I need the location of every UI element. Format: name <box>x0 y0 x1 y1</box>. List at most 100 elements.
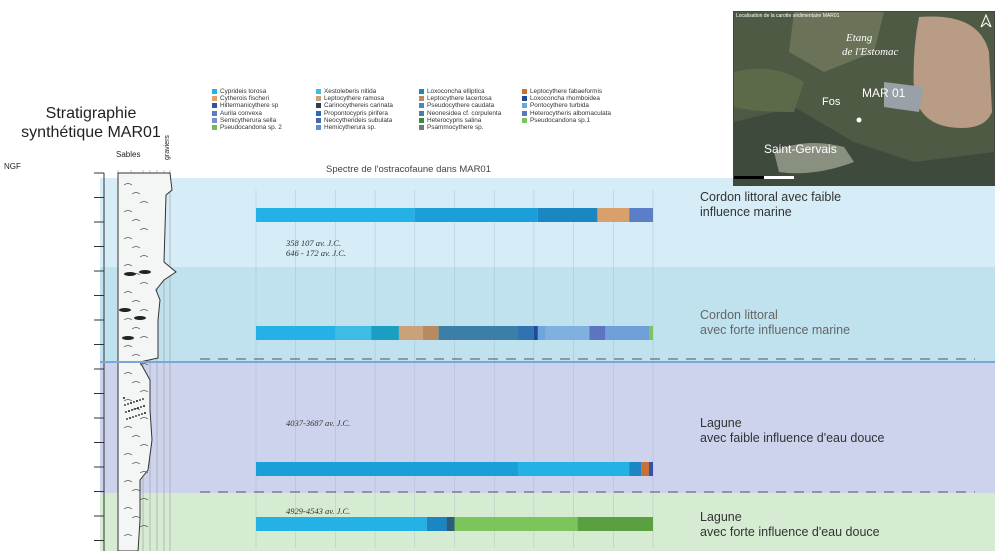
legend-item: Neonesidea cf. corpulenta <box>419 110 522 117</box>
legend-swatch <box>522 89 527 95</box>
date-line: 4037-3687 av. J.C. <box>286 418 351 428</box>
lithology-hatch <box>123 291 133 294</box>
lithology-hatch <box>131 246 141 249</box>
lithology-hatch <box>139 228 149 231</box>
legend-item: Carinocythereis carinata <box>316 102 419 109</box>
chart-gridlines <box>255 190 654 548</box>
legend-item: Aurila convexa <box>212 110 316 117</box>
legend-label: Cyprideis torosa <box>220 88 267 96</box>
legend-item: Psammocythere sp. <box>419 124 522 131</box>
lithology-hatch <box>123 453 133 456</box>
lithology-hatch <box>131 462 141 465</box>
legend-swatch <box>522 117 527 123</box>
zone-line-2: avec forte influence d'eau douce <box>700 525 880 539</box>
gravel-dot <box>136 400 138 402</box>
lithology-hatch <box>139 498 149 501</box>
bar-segment <box>649 462 653 476</box>
gravel-dot <box>125 411 127 413</box>
zone-line-2: influence marine <box>700 205 792 219</box>
lithology-hatch <box>139 471 149 474</box>
legend-swatch <box>212 89 217 95</box>
legend-swatch <box>316 96 321 102</box>
legend-swatch <box>522 110 527 116</box>
gravel-dot <box>123 397 125 399</box>
lithology-hatch <box>139 417 149 420</box>
bar-segment <box>518 462 630 476</box>
legend-swatch <box>419 117 424 123</box>
gravel-dot <box>142 398 144 400</box>
bar-segment <box>256 208 415 222</box>
legend-swatch <box>316 103 321 109</box>
bar-segment <box>335 326 372 340</box>
lithology-hatch <box>131 327 141 330</box>
ngf-label: NGF <box>4 162 21 171</box>
bar-segment <box>629 208 653 222</box>
map-label-mar01: MAR 01 <box>862 86 906 100</box>
legend-swatch <box>419 89 424 95</box>
shell-fragment <box>124 272 136 276</box>
legend-swatch <box>212 117 217 123</box>
bar-segment <box>649 326 653 340</box>
zone-line-1: Lagune <box>700 416 742 430</box>
lithology-hatch <box>123 318 133 321</box>
lithology-hatch <box>139 282 149 285</box>
shell-fragment <box>134 316 146 320</box>
bar-segment <box>414 208 538 222</box>
legend-swatch <box>316 110 321 116</box>
zone-line-1: Cordon littoral <box>700 308 778 322</box>
lithology-hatch <box>123 183 133 186</box>
legend-item: Loxoconcha elliptica <box>419 88 522 95</box>
gravel-dot <box>143 405 145 407</box>
shell-fragment <box>139 270 151 274</box>
bar-segment <box>597 208 630 222</box>
bar-segment <box>605 326 650 340</box>
legend-label: Leptocythere ramosa <box>324 95 385 103</box>
legend-item: Hiltermanicythere sp <box>212 102 316 109</box>
zone-band <box>100 267 995 362</box>
date-label: 4929-4543 av. J.C. <box>286 506 350 516</box>
legend-item: Cytherois fischeri <box>212 95 316 102</box>
date-line: 4929-4543 av. J.C. <box>286 506 351 516</box>
legend-label: Neonesidea cf. corpulenta <box>427 109 502 117</box>
location-map: Localisation de la carotte sédimentaire … <box>733 11 995 186</box>
lithology-hatch <box>123 264 133 267</box>
shell-fragment <box>119 308 131 312</box>
legend-swatch <box>419 96 424 102</box>
bar-segment <box>256 517 427 531</box>
gravel-dot <box>129 417 131 419</box>
north-arrow-icon <box>980 14 992 28</box>
lithology-hatch <box>123 237 133 240</box>
lithology-hatch <box>131 192 141 195</box>
legend-swatch <box>212 110 217 116</box>
gravel-dot <box>140 406 142 408</box>
gravel-dot <box>132 416 134 418</box>
legend-label: Hemicytherura sp. <box>324 124 376 132</box>
bar-segment <box>589 326 606 340</box>
bar-segment <box>438 326 519 340</box>
chart-title: Spectre de l'ostracofaune dans MAR01 <box>326 164 491 175</box>
legend-item: Loxoconcha rhomboidea <box>522 95 625 102</box>
gravel-dot <box>138 414 140 416</box>
lithology-hatch <box>139 390 149 393</box>
legend-item: Xestoleberis nitida <box>316 88 419 95</box>
title-line-1: Stratigraphie <box>45 105 137 122</box>
legend-swatch <box>419 125 424 131</box>
gravel-dot <box>124 404 126 406</box>
legend-swatch <box>419 103 424 109</box>
lithology-hatch <box>139 336 149 339</box>
sables-label: Sables <box>116 150 141 159</box>
gravel-dot <box>139 399 141 401</box>
lithology-hatch <box>123 507 133 510</box>
bar-segment <box>256 326 336 340</box>
lithology-hatch <box>131 381 141 384</box>
map-title: Localisation de la carotte sédimentaire … <box>736 13 840 19</box>
date-label: 358 107 av. J.C. 646 - 172 av. J.C. <box>286 238 346 258</box>
map-label-fos: Fos <box>822 96 841 108</box>
lithology-hatch <box>131 219 141 222</box>
gravel-dot <box>137 407 139 409</box>
bar-segment <box>537 326 546 340</box>
bar-segment <box>446 517 455 531</box>
lithology-hatch <box>131 354 141 357</box>
lithology-hatch <box>123 399 133 402</box>
lithology-hatch <box>131 435 141 438</box>
